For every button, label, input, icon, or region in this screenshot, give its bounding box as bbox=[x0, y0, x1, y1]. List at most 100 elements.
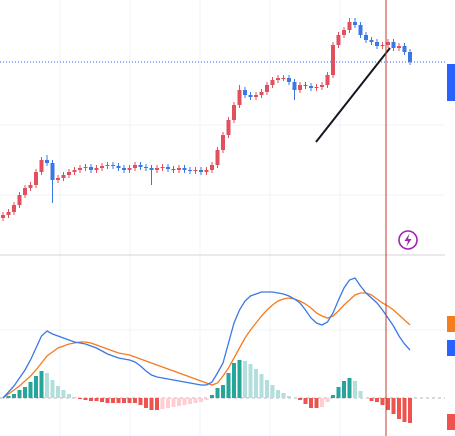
macd-histogram-bar bbox=[39, 371, 44, 398]
macd-histogram-bar bbox=[182, 398, 187, 405]
candle-body bbox=[133, 165, 137, 168]
macd-histogram-bar bbox=[397, 398, 401, 419]
candle-body bbox=[386, 42, 390, 45]
macd-histogram-bar bbox=[28, 382, 33, 398]
macd-histogram-bar bbox=[23, 387, 27, 398]
candle-body bbox=[221, 135, 225, 150]
candle-body bbox=[6, 212, 11, 215]
candle-body bbox=[78, 168, 82, 170]
macd-histogram-bar bbox=[144, 398, 148, 408]
macd-histogram-bar bbox=[149, 398, 154, 410]
candle-body bbox=[188, 170, 192, 171]
candle-body bbox=[226, 120, 231, 135]
macd-histogram-bar bbox=[402, 398, 407, 422]
macd-histogram-bar bbox=[100, 398, 104, 402]
candle-body bbox=[347, 22, 352, 30]
macd-histogram-bar bbox=[270, 385, 275, 398]
trend-line[interactable] bbox=[315, 47, 391, 143]
macd-histogram-bar bbox=[254, 369, 258, 398]
candle-body bbox=[265, 85, 269, 92]
candle-body bbox=[61, 175, 66, 178]
candle-body bbox=[210, 165, 214, 170]
macd-histogram-bar bbox=[133, 398, 137, 403]
candle-body bbox=[397, 46, 401, 48]
candle-body bbox=[166, 167, 170, 169]
macd-histogram-bar bbox=[160, 398, 165, 409]
dea-line bbox=[2, 292, 411, 399]
macd-histogram-bar bbox=[12, 394, 16, 398]
candle-body bbox=[336, 35, 341, 45]
candle-body bbox=[270, 80, 275, 85]
grid bbox=[0, 0, 445, 436]
candle-body bbox=[259, 92, 264, 95]
candle-body bbox=[309, 86, 313, 88]
candle-body bbox=[45, 160, 49, 163]
candle-body bbox=[144, 167, 148, 168]
candle-body bbox=[353, 22, 357, 25]
macd-histogram-bar bbox=[243, 361, 247, 398]
macd-histogram-bar bbox=[171, 398, 176, 407]
candle-body bbox=[380, 45, 385, 46]
macd-histogram-bar bbox=[391, 398, 396, 414]
macd-histogram-bar bbox=[309, 398, 313, 408]
candle-body bbox=[182, 168, 187, 170]
macd-histogram-bar bbox=[237, 360, 242, 398]
candle-body bbox=[303, 85, 308, 86]
alert-bolt[interactable] bbox=[404, 233, 412, 247]
macd-histogram-bar bbox=[122, 398, 126, 403]
candle-body bbox=[122, 168, 126, 170]
hist-axis-marker bbox=[447, 414, 455, 430]
candle-body bbox=[243, 90, 247, 95]
candle-body bbox=[320, 85, 324, 87]
macd-histogram-bar bbox=[127, 398, 132, 403]
candle-body bbox=[402, 46, 407, 52]
candle-body bbox=[287, 78, 291, 82]
candle-body bbox=[116, 166, 121, 168]
candle-body bbox=[83, 167, 88, 168]
candle-body bbox=[67, 172, 71, 175]
candle-body bbox=[215, 150, 220, 165]
macd-histogram-bar bbox=[336, 387, 341, 398]
macd-histogram-bar bbox=[375, 398, 379, 402]
price-axis-marker bbox=[447, 64, 455, 101]
macd-histogram-bar bbox=[369, 398, 374, 401]
candle-body bbox=[358, 25, 363, 35]
candle-body bbox=[281, 78, 286, 79]
macd-histogram-bar bbox=[138, 398, 143, 405]
macd-histogram-bar bbox=[61, 390, 66, 398]
macd-histogram-bar bbox=[188, 398, 192, 404]
macd-histogram-bar bbox=[166, 398, 170, 408]
macd-histogram-bar bbox=[215, 388, 220, 398]
candle-body bbox=[94, 168, 99, 170]
candle-body bbox=[199, 170, 203, 172]
macd-histogram-bar bbox=[210, 395, 214, 398]
macd-histogram-bar bbox=[298, 398, 302, 400]
macd-histogram-bar bbox=[193, 398, 198, 403]
macd-histogram-bar bbox=[232, 363, 236, 398]
dea-axis-marker bbox=[447, 316, 455, 332]
price-pane bbox=[0, 18, 445, 221]
macd-histogram-bar bbox=[265, 380, 269, 398]
candle-body bbox=[232, 105, 236, 120]
candle-body bbox=[50, 163, 55, 180]
macd-histogram-bar bbox=[303, 398, 308, 404]
candle-body bbox=[17, 195, 22, 205]
candle-body bbox=[276, 78, 280, 80]
candle-body bbox=[100, 166, 104, 168]
macd-histogram-bar bbox=[155, 398, 159, 410]
candle-body bbox=[325, 75, 330, 85]
macd-histogram-bar bbox=[72, 397, 77, 398]
candle-body bbox=[149, 168, 154, 170]
candle-body bbox=[160, 167, 165, 168]
candle-body bbox=[12, 205, 16, 212]
candle-body bbox=[375, 42, 379, 46]
macd-histogram-bar bbox=[386, 398, 390, 410]
macd-histogram-bar bbox=[325, 398, 330, 402]
macd-histogram-bar bbox=[34, 376, 38, 398]
candle-body bbox=[314, 87, 319, 88]
alert-icon[interactable] bbox=[398, 230, 418, 250]
macd-histogram-bar bbox=[287, 396, 291, 398]
macd-histogram-bar bbox=[56, 386, 60, 398]
macd-histogram-bar bbox=[177, 398, 181, 406]
